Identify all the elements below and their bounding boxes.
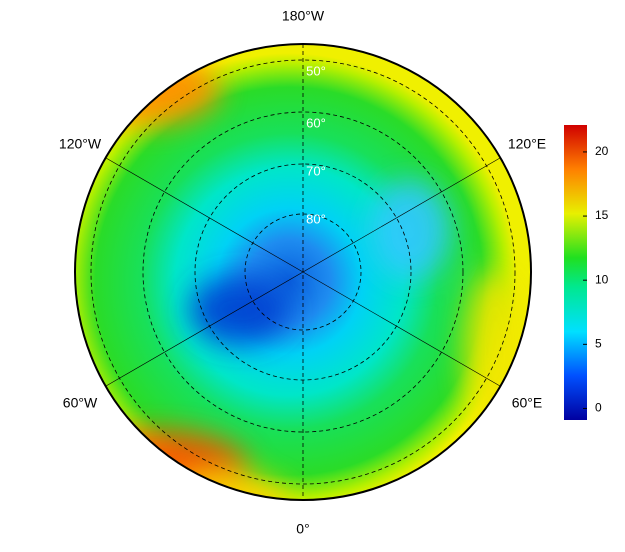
colorbar-tick-label: 20 xyxy=(595,144,609,158)
lon-label: 60°E xyxy=(512,395,543,411)
lon-label: 120°E xyxy=(508,136,546,152)
lat-label: 80° xyxy=(306,211,326,226)
colorbar-tick-label: 5 xyxy=(595,336,602,350)
lat-label: 70° xyxy=(306,163,326,178)
lat-label: 60° xyxy=(306,115,326,130)
colorbar-tick-label: 15 xyxy=(595,208,609,222)
colorbar-ticks: 0 5 10 15 20 xyxy=(583,144,609,415)
map-border xyxy=(74,43,532,501)
data-field xyxy=(75,44,531,500)
lon-label: 0° xyxy=(296,521,309,537)
lat-label: 50° xyxy=(306,63,326,78)
lon-label: 180°W xyxy=(282,8,325,24)
lon-label: 120°W xyxy=(59,136,102,152)
colorbar xyxy=(564,125,587,420)
colorbar-tick-label: 10 xyxy=(595,272,609,286)
meridians xyxy=(105,157,501,387)
colorbar-tick-label: 0 xyxy=(595,401,602,415)
lon-label: 60°W xyxy=(63,395,98,411)
